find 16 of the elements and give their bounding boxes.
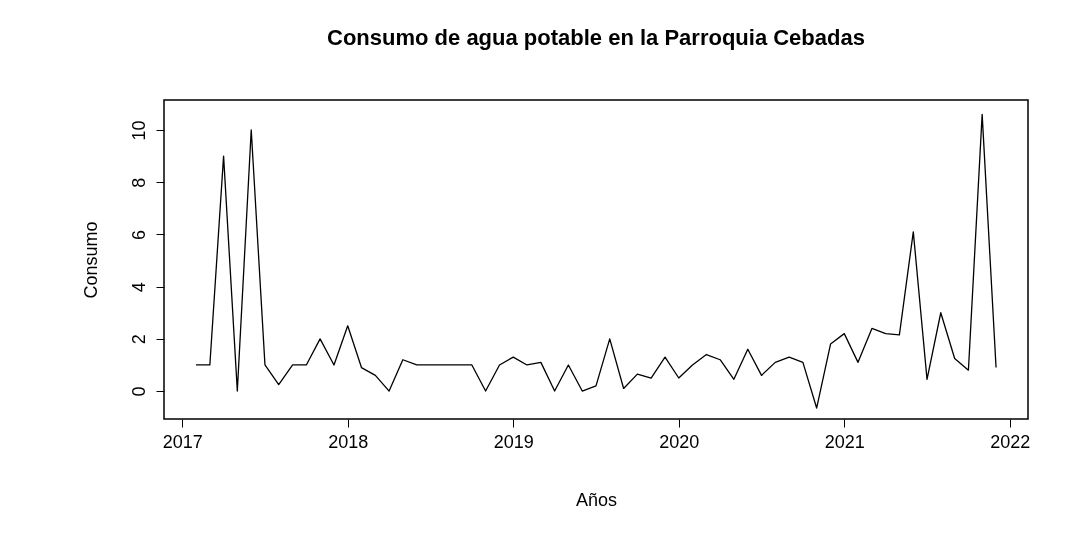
x-tick-label: 2022 [990,431,1031,452]
chart-title: Consumo de agua potable en la Parroquia Cebadas [327,25,865,50]
y-tick-label: 6 [128,229,149,240]
y-axis-title: Consumo [80,221,101,299]
x-tick-label: 2017 [162,431,203,452]
x-tick-label: 2018 [328,431,369,452]
y-tick-label: 10 [128,120,149,141]
y-tick-label: 4 [128,282,149,293]
y-tick-label: 0 [128,386,149,397]
x-tick-label: 2020 [659,431,700,452]
y-tick-label: 2 [128,334,149,345]
x-tick-label: 2021 [824,431,865,452]
line-series [195,113,997,409]
x-axis-title: Años [575,489,618,510]
y-tick-label: 8 [128,177,149,188]
x-tick-label: 2019 [493,431,534,452]
